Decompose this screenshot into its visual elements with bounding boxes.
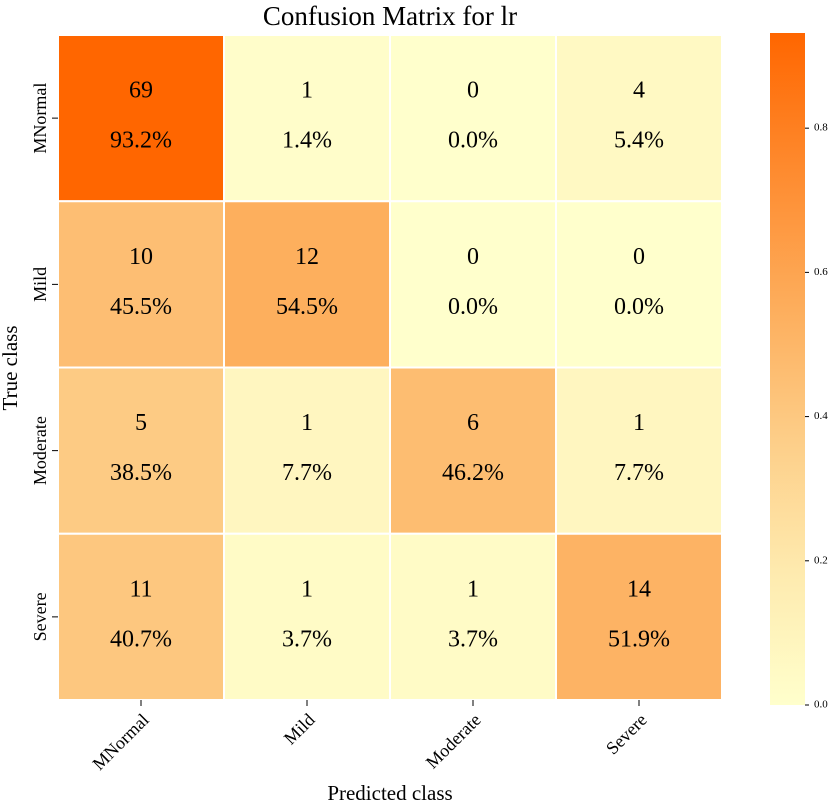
- x-tick-label: Moderate: [422, 710, 485, 773]
- heatmap-cell: [223, 34, 391, 203]
- heatmap-cell: [555, 34, 723, 203]
- colorbar-tick-label: 0.4: [814, 410, 828, 422]
- cell-percent: 0.0%: [448, 128, 498, 154]
- heatmap-cell: [555, 200, 723, 369]
- cell-count: 1: [467, 576, 479, 602]
- cell-count: 4: [633, 78, 645, 104]
- heatmap-cell: [223, 532, 391, 701]
- cell-count: 1: [633, 410, 645, 436]
- cell-percent: 0.0%: [448, 294, 498, 320]
- y-tick-label: Moderate: [30, 416, 50, 485]
- heatmap-cell: [555, 366, 723, 535]
- cell-percent: 3.7%: [448, 626, 498, 652]
- colorbar-tick-label: 0.8: [814, 122, 828, 134]
- cell-count: 0: [467, 244, 479, 270]
- cell-count: 1: [301, 410, 313, 436]
- heatmap-cell: [389, 200, 557, 369]
- cell-count: 12: [295, 244, 319, 270]
- cell-count: 6: [467, 410, 479, 436]
- heatmap-cell: [223, 200, 391, 369]
- cell-percent: 3.7%: [282, 626, 332, 652]
- colorbar-tick-label: 0.6: [814, 266, 828, 278]
- cell-count: 11: [129, 576, 152, 602]
- cell-count: 1: [301, 78, 313, 104]
- cell-count: 69: [129, 78, 153, 104]
- x-axis-label: Predicted class: [327, 781, 452, 805]
- cell-percent: 40.7%: [110, 626, 172, 652]
- heatmap-cell: [389, 34, 557, 203]
- cell-count: 0: [467, 78, 479, 104]
- heatmap-cell: [389, 366, 557, 535]
- colorbar: [770, 33, 805, 705]
- cell-percent: 1.4%: [282, 128, 332, 154]
- heatmap-cell: [57, 532, 225, 701]
- y-tick-label: Severe: [30, 592, 50, 641]
- cell-percent: 93.2%: [110, 128, 172, 154]
- colorbar-tick-label: 0.2: [814, 554, 828, 566]
- heatmap-cell: [223, 366, 391, 535]
- cell-percent: 54.5%: [276, 294, 338, 320]
- cell-count: 5: [135, 410, 147, 436]
- cell-percent: 45.5%: [110, 294, 172, 320]
- heatmap-cell: [57, 34, 225, 203]
- heatmap-cell: [389, 532, 557, 701]
- cell-count: 14: [627, 576, 651, 602]
- cell-percent: 5.4%: [614, 128, 664, 154]
- cell-percent: 7.7%: [282, 460, 332, 486]
- cell-percent: 38.5%: [110, 460, 172, 486]
- y-tick-label: MNormal: [30, 83, 50, 154]
- cell-percent: 0.0%: [614, 294, 664, 320]
- cell-count: 1: [301, 576, 313, 602]
- heatmap-cell: [57, 200, 225, 369]
- chart-title: Confusion Matrix for lr: [263, 1, 517, 31]
- cell-count: 10: [129, 244, 153, 270]
- heatmap-cell: [555, 532, 723, 701]
- cell-percent: 46.2%: [442, 460, 504, 486]
- y-axis-label: True class: [0, 326, 22, 411]
- y-tick-label: Mild: [30, 267, 50, 302]
- heatmap-cell: [57, 366, 225, 535]
- x-tick-label: MNormal: [88, 710, 152, 774]
- cell-count: 0: [633, 244, 645, 270]
- cell-percent: 7.7%: [614, 460, 664, 486]
- x-tick-label: Severe: [602, 710, 651, 759]
- colorbar-tick-label: 0.0: [814, 699, 828, 711]
- cell-percent: 51.9%: [608, 626, 670, 652]
- x-tick-label: Mild: [280, 710, 319, 749]
